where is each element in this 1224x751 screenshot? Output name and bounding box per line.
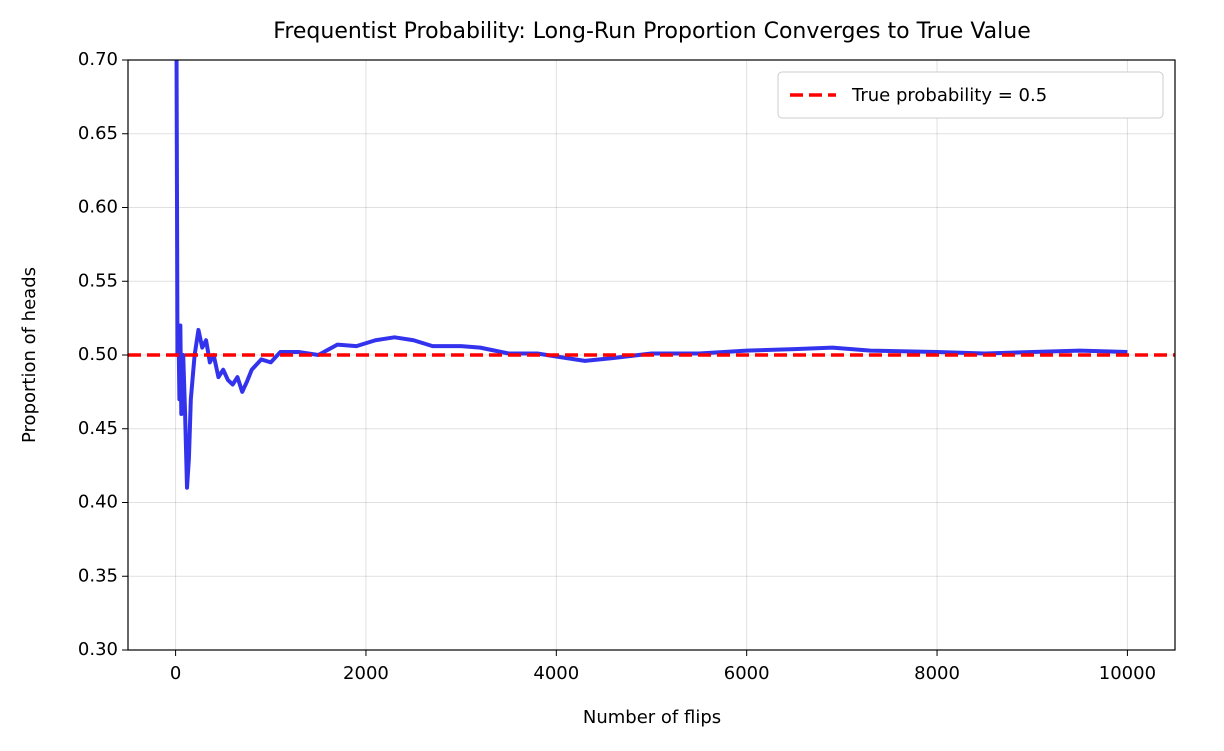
y-tick-label: 0.65 (78, 123, 118, 144)
x-tick-label: 0 (170, 663, 181, 684)
x-tick-label: 8000 (914, 663, 960, 684)
y-tick-label: 0.40 (78, 492, 118, 513)
y-tick-label: 0.45 (78, 418, 118, 439)
legend-label: True probability = 0.5 (851, 85, 1047, 106)
chart-title: Frequentist Probability: Long-Run Propor… (273, 19, 1030, 44)
y-tick-label: 0.60 (78, 197, 118, 218)
x-tick-label: 6000 (724, 663, 770, 684)
y-axis-label: Proportion of heads (19, 267, 40, 443)
y-tick-label: 0.55 (78, 270, 118, 291)
y-tick-label: 0.70 (78, 49, 118, 70)
plot-area (128, 60, 1175, 490)
x-tick-label: 2000 (343, 663, 389, 684)
y-tick-label: 0.50 (78, 344, 118, 365)
y-tick-label: 0.30 (78, 639, 118, 660)
y-tick-label: 0.35 (78, 565, 118, 586)
x-tick-label: 10000 (1099, 663, 1156, 684)
x-tick-label: 4000 (533, 663, 579, 684)
legend-box (777, 71, 1164, 119)
plot-frame (127, 59, 1176, 651)
x-axis-label: Number of flips (583, 707, 721, 728)
